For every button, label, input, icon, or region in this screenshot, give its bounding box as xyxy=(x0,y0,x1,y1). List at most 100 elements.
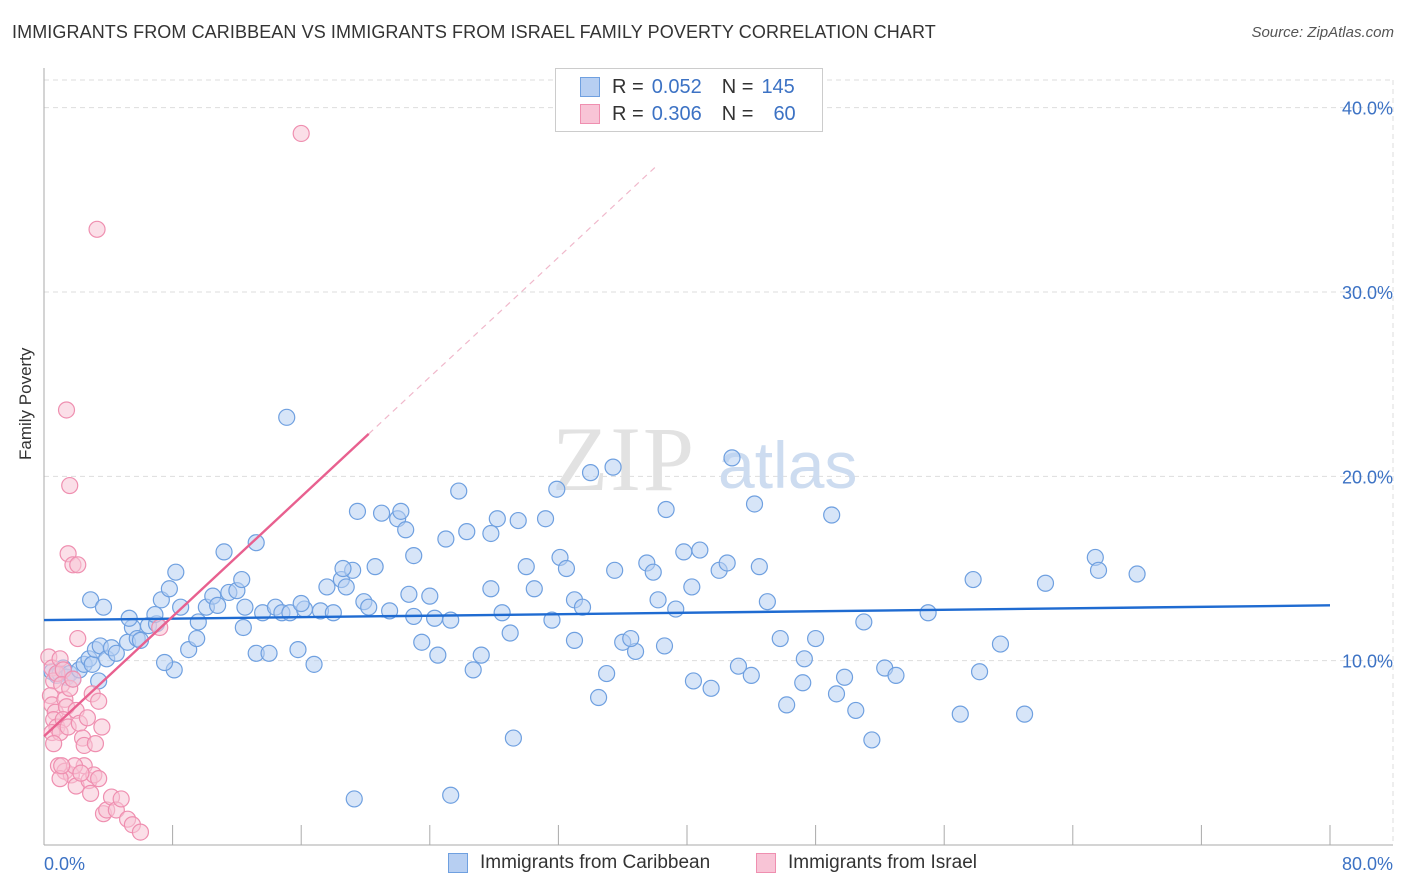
point-caribbean xyxy=(919,604,937,622)
trendline-israel-extension xyxy=(368,167,656,435)
point-caribbean xyxy=(247,534,265,552)
grid-layer xyxy=(44,79,1394,845)
point-israel xyxy=(292,124,310,143)
point-caribbean xyxy=(573,598,592,616)
point-israel xyxy=(53,757,71,775)
point-caribbean xyxy=(970,663,989,681)
point-caribbean xyxy=(337,578,355,596)
point-israel xyxy=(131,823,150,841)
y-tick-label: 10.0% xyxy=(1342,652,1393,672)
point-israel xyxy=(93,718,111,736)
point-caribbean xyxy=(318,578,336,596)
point-caribbean xyxy=(847,701,865,720)
point-israel xyxy=(90,692,108,710)
point-caribbean xyxy=(209,596,227,614)
point-caribbean xyxy=(366,558,384,576)
point-caribbean xyxy=(189,613,207,631)
point-caribbean xyxy=(649,591,667,609)
point-caribbean xyxy=(655,637,674,655)
point-caribbean xyxy=(823,506,841,524)
point-caribbean xyxy=(236,598,254,616)
bottom-legend-label-israel: Immigrants from Israel xyxy=(788,852,977,873)
point-caribbean xyxy=(887,666,905,685)
point-caribbean xyxy=(750,558,768,576)
point-caribbean xyxy=(589,688,608,707)
point-caribbean xyxy=(437,530,455,548)
point-caribbean xyxy=(778,696,796,714)
point-israel xyxy=(69,629,87,648)
point-caribbean xyxy=(702,679,720,697)
point-israel xyxy=(112,790,130,808)
source-credit: Source: ZipAtlas.com xyxy=(1251,24,1394,41)
point-israel xyxy=(61,476,79,495)
watermark: ZIP atlas xyxy=(552,408,857,510)
point-caribbean xyxy=(188,629,206,648)
point-caribbean xyxy=(83,655,101,673)
point-caribbean xyxy=(324,604,342,622)
point-israel xyxy=(57,401,76,419)
bottom-legend-swatch-caribbean xyxy=(448,853,468,873)
point-caribbean xyxy=(683,578,701,596)
point-caribbean xyxy=(472,646,490,664)
point-caribbean xyxy=(458,523,476,541)
watermark-atlas: atlas xyxy=(718,428,857,502)
point-caribbean xyxy=(292,594,310,613)
point-caribbean xyxy=(1015,705,1034,723)
point-israel xyxy=(69,556,87,574)
point-caribbean xyxy=(397,521,415,539)
point-caribbean xyxy=(160,580,178,598)
y-tick-label: 40.0% xyxy=(1342,99,1393,119)
point-caribbean xyxy=(684,672,703,690)
point-caribbean xyxy=(278,408,296,426)
point-caribbean xyxy=(806,629,825,648)
axes-layer xyxy=(43,68,1393,846)
point-caribbean xyxy=(742,666,760,685)
watermark-zip: ZIP xyxy=(552,408,696,510)
legend-n-value: 145 xyxy=(761,75,795,98)
point-caribbean xyxy=(622,629,640,648)
point-caribbean xyxy=(745,495,764,513)
legend-n-label: N = xyxy=(721,75,754,98)
legend-r-label: R = xyxy=(612,75,644,98)
point-caribbean xyxy=(691,541,709,559)
point-caribbean xyxy=(405,546,423,565)
point-caribbean xyxy=(488,510,506,528)
stats-legend: R = 0.052 N = 145 R = 0.306 N = 60 xyxy=(555,68,823,132)
point-caribbean xyxy=(598,664,616,683)
point-caribbean xyxy=(426,609,444,627)
point-caribbean xyxy=(606,561,624,579)
point-caribbean xyxy=(543,611,561,629)
point-caribbean xyxy=(991,635,1010,653)
point-caribbean xyxy=(565,631,584,649)
trend-layer xyxy=(43,167,1331,738)
point-caribbean xyxy=(450,482,468,500)
point-caribbean xyxy=(729,657,748,675)
point-caribbean xyxy=(509,511,527,530)
points-layer xyxy=(40,124,1146,841)
point-israel xyxy=(82,784,100,802)
point-caribbean xyxy=(525,580,543,598)
point-caribbean xyxy=(167,563,185,581)
point-caribbean xyxy=(305,655,323,673)
point-caribbean xyxy=(215,543,233,561)
point-caribbean xyxy=(107,644,125,662)
point-israel xyxy=(78,709,97,727)
point-caribbean xyxy=(644,563,662,581)
legend-row-caribbean: R = 0.052 N = 145 xyxy=(580,75,795,98)
legend-r-value: 0.306 xyxy=(651,102,702,125)
point-caribbean xyxy=(260,644,278,662)
point-caribbean xyxy=(795,650,813,668)
point-caribbean xyxy=(675,543,693,561)
point-caribbean xyxy=(372,504,391,522)
point-caribbean xyxy=(155,653,174,672)
legend-r-label: R = xyxy=(612,102,644,125)
point-caribbean xyxy=(94,598,113,616)
point-caribbean xyxy=(536,510,555,528)
point-caribbean xyxy=(557,559,576,578)
legend-n-value: 60 xyxy=(773,102,796,125)
tick-labels: 10.0% 20.0% 30.0% 40.0% 0.0% 80.0% xyxy=(44,99,1393,874)
legend-swatch-caribbean xyxy=(580,77,600,97)
point-caribbean xyxy=(289,641,307,659)
y-axis-label: Family Poverty xyxy=(16,347,35,460)
